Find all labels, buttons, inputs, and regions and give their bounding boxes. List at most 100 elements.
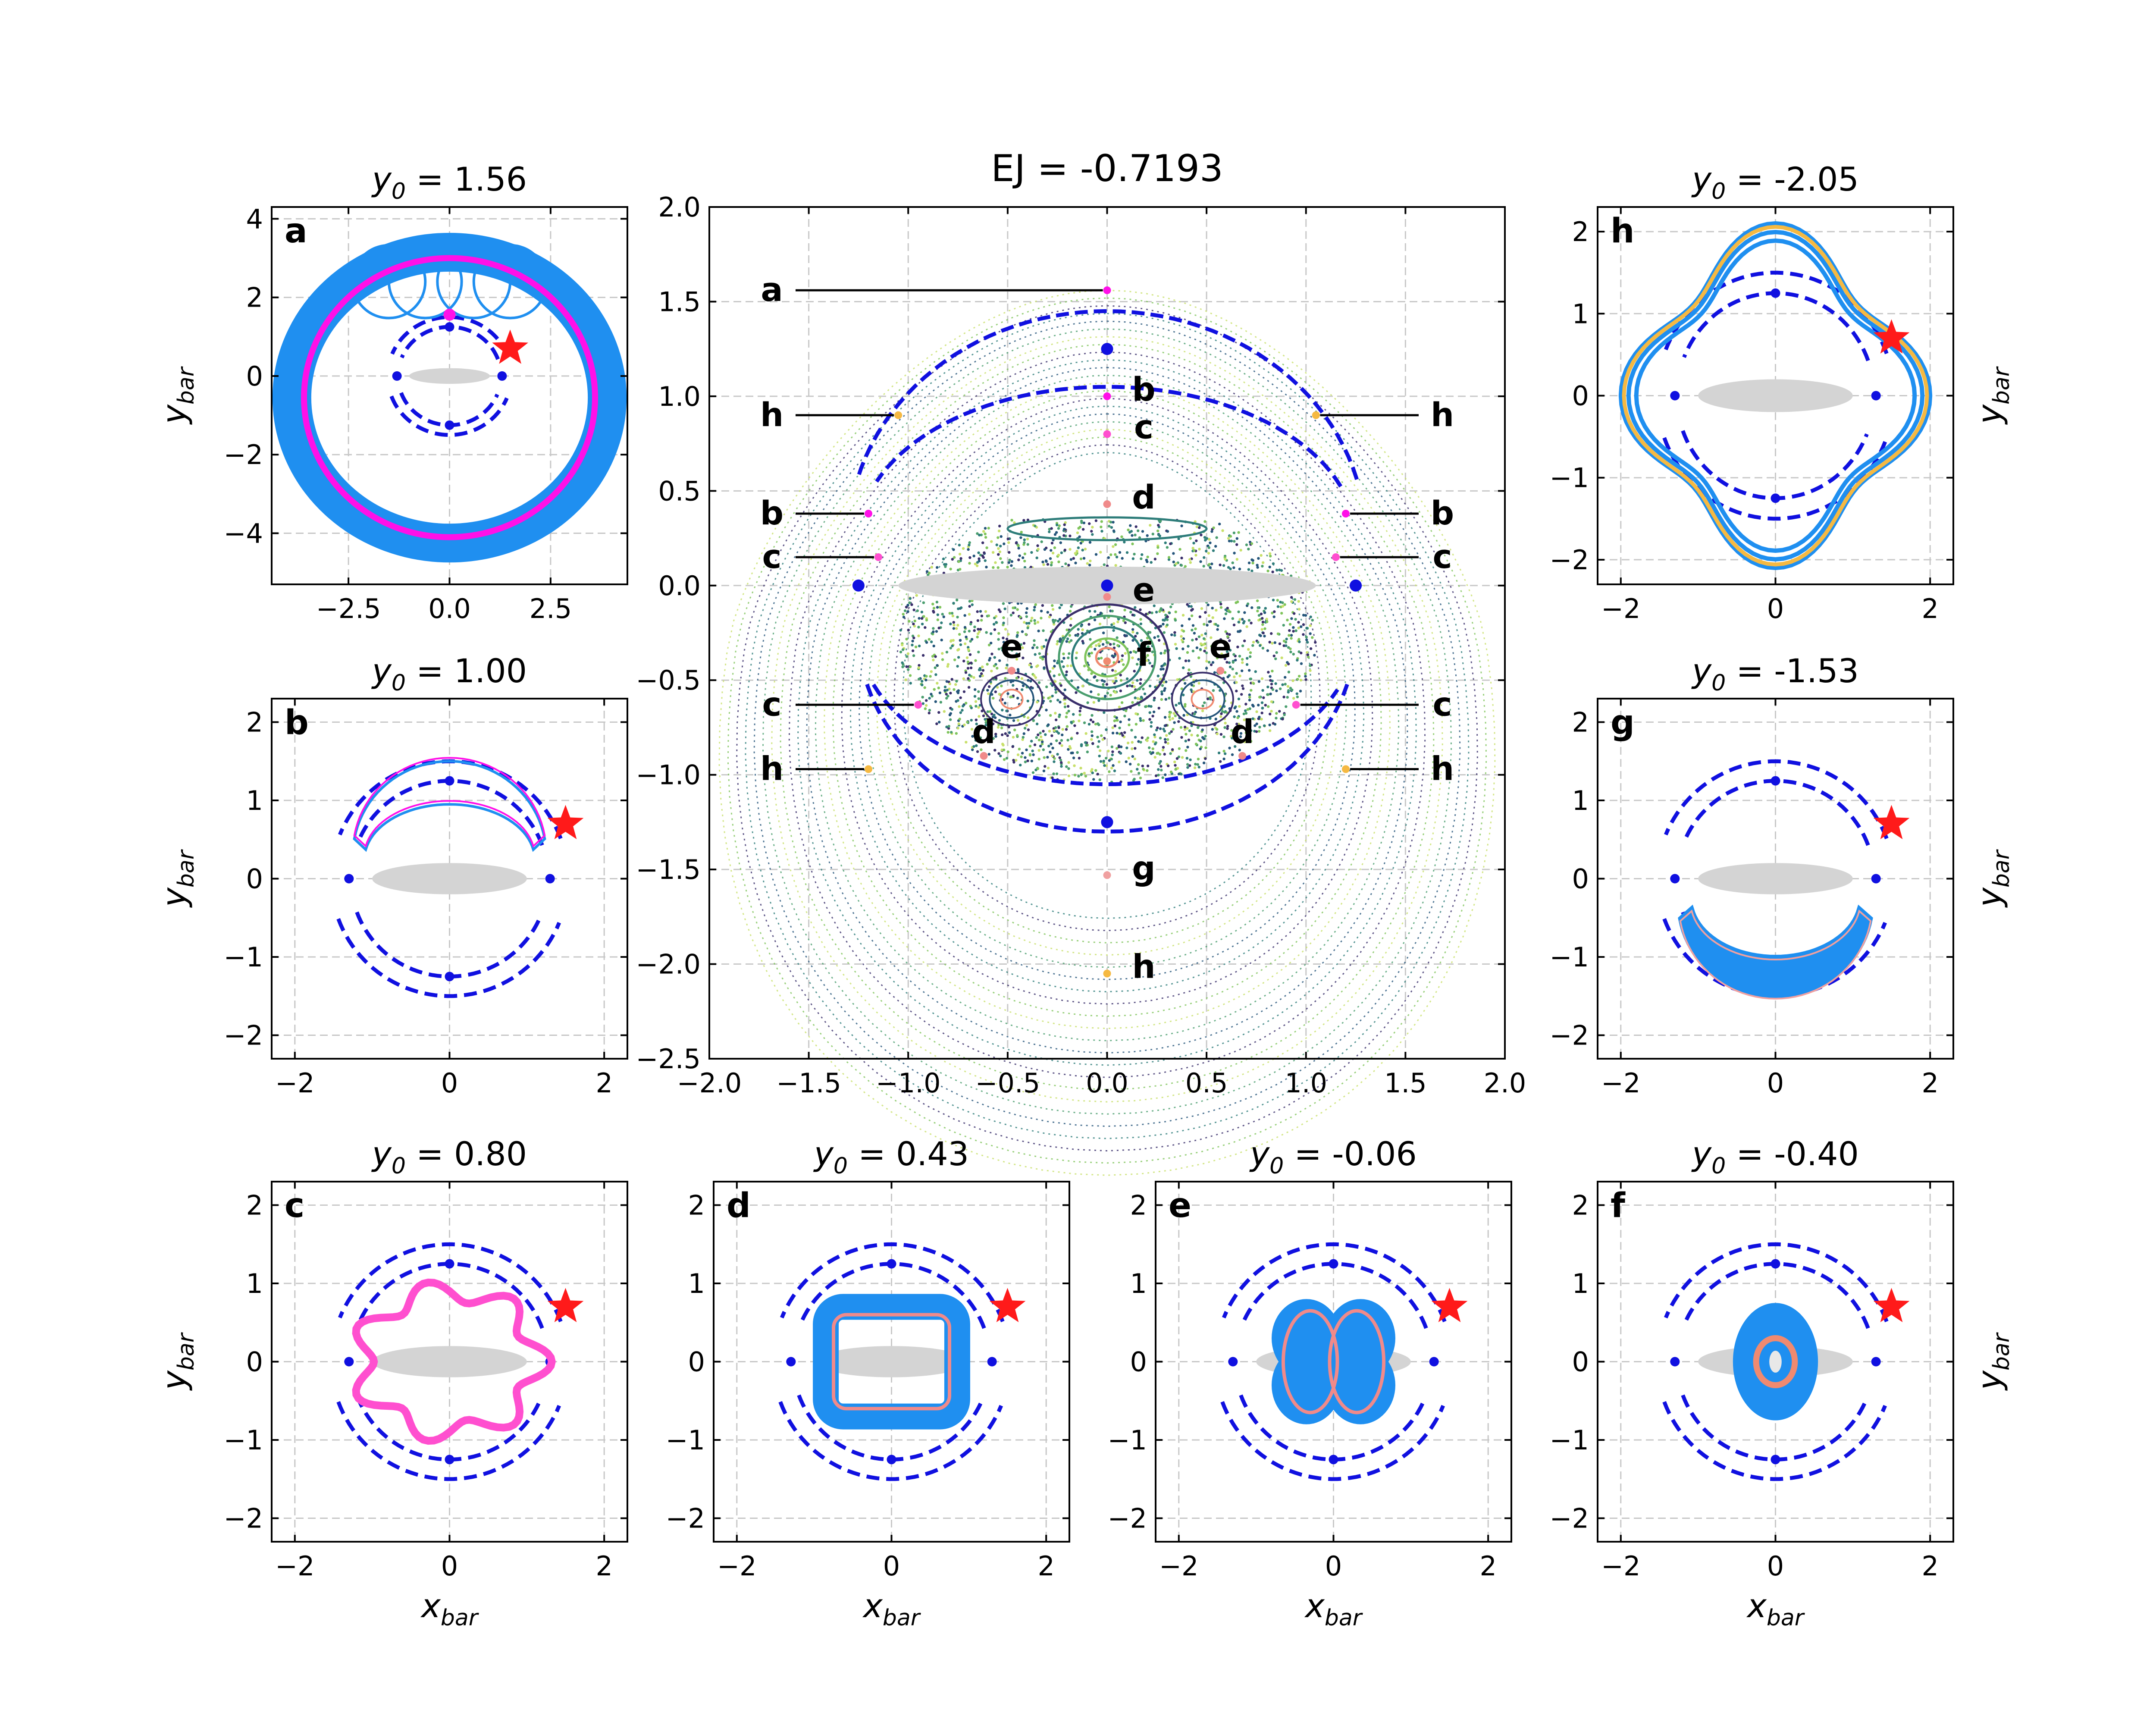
- chaotic-point: [1193, 632, 1196, 635]
- chaotic-point: [1268, 723, 1271, 727]
- chaotic-point: [1128, 531, 1131, 534]
- chaotic-point: [1103, 616, 1106, 619]
- chaotic-point: [952, 602, 955, 605]
- chaotic-point: [1290, 617, 1293, 620]
- chaotic-point: [1000, 646, 1003, 649]
- chaotic-point: [1156, 546, 1159, 549]
- chaotic-point: [1131, 741, 1134, 744]
- annotation-label: a: [761, 270, 783, 309]
- chaotic-point: [1122, 663, 1125, 666]
- chaotic-point: [1205, 651, 1208, 655]
- chaotic-point: [1299, 690, 1302, 693]
- chaotic-point: [934, 700, 937, 703]
- x-axis-label-main: x: [420, 1587, 441, 1625]
- chaotic-point: [922, 615, 925, 618]
- chaotic-point: [1206, 603, 1210, 606]
- chaotic-point: [1270, 632, 1273, 635]
- y-axis-label-text: ybar: [155, 366, 199, 425]
- chaotic-point: [1199, 560, 1202, 563]
- chaotic-point: [1102, 759, 1105, 762]
- y-tick-label: 0: [1130, 1346, 1147, 1378]
- chaotic-point: [1131, 628, 1134, 631]
- chaotic-point: [1273, 723, 1277, 726]
- chaotic-point: [1233, 552, 1236, 555]
- chaotic-point: [956, 727, 959, 730]
- chaotic-point: [1108, 524, 1111, 528]
- chaotic-point: [986, 663, 989, 666]
- chaotic-point: [1261, 689, 1264, 692]
- chaotic-point: [1109, 643, 1112, 646]
- orbit-loop: [436, 244, 512, 320]
- chaotic-point: [1035, 722, 1039, 725]
- chaotic-point: [1189, 537, 1192, 540]
- chaotic-point: [911, 643, 914, 646]
- chaotic-point: [1193, 766, 1197, 769]
- chaotic-point: [1135, 662, 1139, 666]
- chaotic-point: [956, 699, 959, 702]
- chaotic-point: [1238, 568, 1241, 571]
- panel-title-value: = 0.43: [848, 1135, 969, 1173]
- panel-title-value: = 0.80: [406, 1135, 527, 1173]
- invariant-curve: [841, 398, 1373, 1005]
- chaotic-point: [1019, 536, 1022, 539]
- chaotic-point: [1186, 651, 1189, 654]
- x-tick-label: 2: [595, 1067, 612, 1099]
- panel-title-value: = -1.53: [1726, 652, 1859, 690]
- orbit-marker: [1103, 286, 1111, 295]
- chaotic-point: [1249, 729, 1253, 732]
- lagrange-point: [445, 1455, 454, 1465]
- chaotic-point: [1223, 657, 1227, 660]
- chaotic-point: [1168, 732, 1171, 735]
- annotation-label: c: [1134, 408, 1153, 446]
- chaotic-point: [1275, 689, 1278, 693]
- chaotic-point: [1140, 639, 1143, 642]
- chaotic-point: [1201, 728, 1204, 731]
- zero-velocity-curve: [390, 315, 510, 357]
- chaotic-point: [1178, 548, 1181, 551]
- chaotic-point: [1000, 733, 1004, 737]
- chaotic-point: [1159, 677, 1162, 681]
- chaotic-point: [1005, 709, 1008, 712]
- chaotic-point: [1040, 609, 1043, 613]
- chaotic-point: [997, 632, 1000, 635]
- chaotic-point: [1139, 717, 1142, 720]
- lagrange-point: [1771, 776, 1780, 786]
- chaotic-point: [1150, 611, 1153, 615]
- chaotic-point: [1172, 560, 1175, 564]
- chaotic-point: [1066, 664, 1069, 668]
- chaotic-point: [1067, 656, 1070, 659]
- highlight-orbit: [352, 1278, 556, 1445]
- chaotic-point: [1065, 673, 1068, 677]
- chaotic-point: [1191, 639, 1194, 642]
- chaotic-point: [1036, 700, 1039, 704]
- chaotic-point: [1184, 659, 1188, 662]
- chaotic-point: [1148, 662, 1151, 665]
- panel-label: f: [1611, 1186, 1626, 1225]
- chaotic-point: [1180, 635, 1183, 638]
- y-axis-label-main: y: [155, 404, 193, 425]
- chaotic-point: [1139, 622, 1143, 625]
- chaotic-point: [915, 594, 918, 597]
- chaotic-point: [1040, 647, 1044, 650]
- chaotic-point: [1252, 640, 1255, 644]
- chaotic-point: [1269, 555, 1272, 558]
- orbit-marker: [1103, 593, 1111, 601]
- chaotic-point: [1214, 718, 1217, 721]
- chaotic-point: [968, 543, 971, 546]
- chaotic-point: [1134, 606, 1137, 609]
- chaotic-point: [949, 646, 952, 649]
- chaotic-point: [1031, 771, 1035, 774]
- chaotic-point: [1150, 705, 1153, 708]
- panel-title-text: y0 = -2.05: [1691, 160, 1859, 204]
- chaotic-point: [1297, 608, 1301, 611]
- chaotic-point: [978, 674, 982, 678]
- chaotic-point: [1125, 760, 1128, 763]
- chaotic-point: [1087, 723, 1091, 726]
- chaotic-point: [1065, 640, 1068, 643]
- chaotic-point: [1161, 684, 1164, 687]
- panel-title-sub: 0: [1711, 1153, 1726, 1179]
- chaotic-point: [937, 711, 940, 714]
- panel-title-text: y0 = -1.53: [1691, 652, 1859, 696]
- chaotic-point: [1190, 734, 1193, 737]
